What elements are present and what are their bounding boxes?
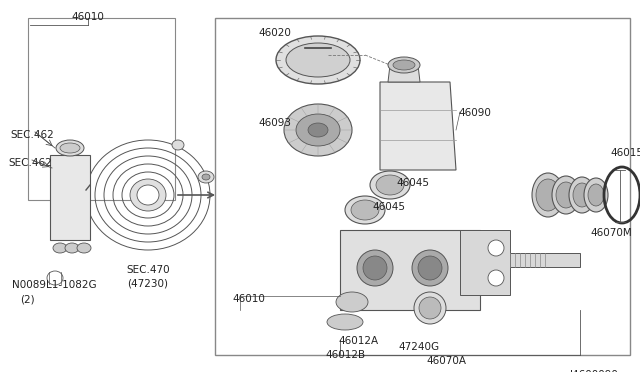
Ellipse shape	[172, 140, 184, 150]
Text: 46012A: 46012A	[338, 336, 378, 346]
Text: J4600090: J4600090	[570, 370, 619, 372]
Ellipse shape	[284, 104, 352, 156]
Ellipse shape	[53, 243, 67, 253]
Ellipse shape	[419, 297, 441, 319]
Bar	[215, 18, 630, 355]
Polygon shape	[460, 230, 510, 295]
Text: SEC.462: SEC.462	[10, 130, 54, 140]
Text: 47240G: 47240G	[398, 342, 439, 352]
Ellipse shape	[376, 175, 404, 195]
Ellipse shape	[202, 174, 210, 180]
Ellipse shape	[130, 179, 166, 211]
Ellipse shape	[569, 177, 595, 213]
Text: 46020: 46020	[258, 28, 291, 38]
Ellipse shape	[308, 123, 328, 137]
Text: (47230): (47230)	[127, 278, 168, 288]
Ellipse shape	[573, 183, 591, 207]
Ellipse shape	[414, 292, 446, 324]
Text: (2): (2)	[20, 294, 35, 304]
Polygon shape	[510, 253, 580, 267]
Ellipse shape	[198, 171, 214, 183]
Ellipse shape	[56, 140, 84, 156]
Text: SEC.470: SEC.470	[126, 265, 170, 275]
Ellipse shape	[363, 256, 387, 280]
Text: 46045: 46045	[372, 202, 405, 212]
Ellipse shape	[77, 243, 91, 253]
Polygon shape	[340, 230, 480, 310]
Polygon shape	[388, 65, 420, 82]
Text: 46010: 46010	[72, 12, 104, 22]
Ellipse shape	[412, 250, 448, 286]
Ellipse shape	[488, 240, 504, 256]
Polygon shape	[380, 82, 456, 170]
Ellipse shape	[345, 196, 385, 224]
Bar	[28, 18, 175, 200]
Ellipse shape	[137, 185, 159, 205]
Ellipse shape	[388, 57, 420, 73]
Ellipse shape	[65, 243, 79, 253]
Ellipse shape	[393, 60, 415, 70]
Ellipse shape	[327, 314, 363, 330]
Text: 46015K: 46015K	[610, 148, 640, 158]
Ellipse shape	[584, 178, 608, 212]
Ellipse shape	[370, 171, 410, 199]
Text: 46070M: 46070M	[590, 228, 632, 238]
Ellipse shape	[552, 176, 580, 214]
Text: 46090: 46090	[458, 108, 491, 118]
Text: 46070A: 46070A	[426, 356, 466, 366]
Ellipse shape	[296, 114, 340, 146]
Text: SEC.462: SEC.462	[8, 158, 52, 168]
Ellipse shape	[536, 179, 560, 211]
Ellipse shape	[351, 200, 379, 220]
Text: 46045: 46045	[396, 178, 429, 188]
Ellipse shape	[60, 143, 80, 153]
Text: 46010: 46010	[232, 294, 265, 304]
Ellipse shape	[532, 173, 564, 217]
Text: 46093: 46093	[258, 118, 291, 128]
Ellipse shape	[556, 182, 576, 208]
Ellipse shape	[488, 270, 504, 286]
Polygon shape	[50, 155, 90, 240]
Ellipse shape	[286, 43, 350, 77]
Ellipse shape	[357, 250, 393, 286]
Text: N0089L1-1082G: N0089L1-1082G	[12, 280, 97, 290]
Ellipse shape	[336, 292, 368, 312]
Ellipse shape	[588, 184, 604, 206]
Text: 46012B: 46012B	[325, 350, 365, 360]
Ellipse shape	[418, 256, 442, 280]
Ellipse shape	[276, 36, 360, 84]
